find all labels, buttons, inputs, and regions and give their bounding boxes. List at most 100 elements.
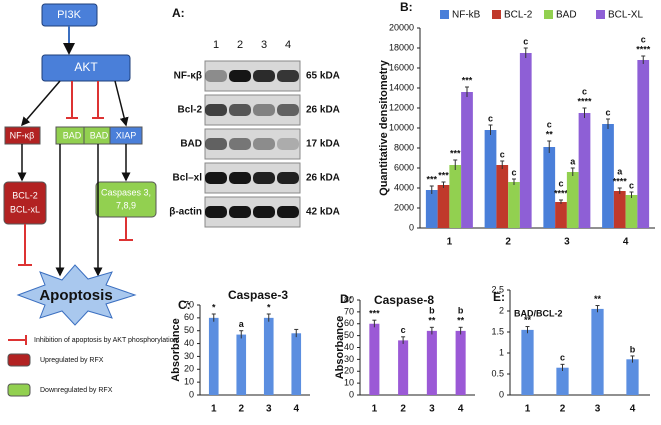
x-tick-label: 3 <box>266 404 272 415</box>
significance-marker: b <box>630 344 636 354</box>
significance-marker: *** <box>369 309 380 319</box>
legend-swatch <box>596 10 605 19</box>
y-tick-label: 2.5 <box>491 284 504 294</box>
x-tick-label: 2 <box>560 404 566 415</box>
y-tick-label: 14000 <box>389 82 414 92</box>
y-tick-label: 40 <box>184 338 194 348</box>
y-tick-label: 18000 <box>389 42 414 52</box>
y-tick-label: 8000 <box>394 142 414 152</box>
blot-band <box>229 172 251 184</box>
y-tick-label: 60 <box>184 312 194 322</box>
legend-label: Inhibition of apoptosis by AKT phosphory… <box>34 337 178 344</box>
x-tick-label: 4 <box>458 404 464 415</box>
significance-marker: c <box>560 353 565 363</box>
significance-marker: **** <box>613 176 628 186</box>
legend-label: BCL-XL <box>608 10 643 21</box>
apoptosis-star <box>16 264 137 326</box>
bar <box>437 185 450 228</box>
node-label: BCL-2 <box>12 190 38 200</box>
significance-marker: **** <box>636 44 651 54</box>
x-tick-label: 1 <box>372 404 378 415</box>
lane-label: 4 <box>285 39 291 51</box>
node-label: Caspases 3, <box>101 187 151 197</box>
y-tick-label: 0 <box>349 389 354 399</box>
x-tick-label: 1 <box>525 404 531 415</box>
chart-title: Caspase-3 <box>228 288 288 302</box>
y-tick-label: 2000 <box>394 202 414 212</box>
bar <box>461 92 473 228</box>
blot-band <box>229 104 251 116</box>
x-tick-label: 4 <box>293 404 299 415</box>
bar <box>263 317 274 395</box>
node-label: Apoptosis <box>39 287 112 304</box>
node-label: XIAP <box>116 130 137 140</box>
y-tick-label: 12000 <box>389 102 414 112</box>
y-tick-label: 20 <box>184 364 194 374</box>
arrow <box>114 80 129 127</box>
x-tick-label: 3 <box>595 404 601 415</box>
bar <box>208 317 219 395</box>
significance-marker: ** <box>428 316 436 326</box>
y-tick-label: 80 <box>344 294 354 304</box>
bar <box>578 113 591 228</box>
x-tick-label: 3 <box>564 237 570 248</box>
significance-marker: a <box>617 166 623 176</box>
blot-row-label: NF-κβ <box>174 71 202 82</box>
bar <box>637 60 650 228</box>
bar <box>521 329 534 395</box>
significance-marker: * <box>212 302 216 312</box>
bar <box>543 147 556 228</box>
node-label: BCL-xL <box>10 204 40 214</box>
y-axis-label: Absorbance <box>170 318 182 382</box>
significance-marker: b <box>429 306 435 316</box>
significance-marker: ** <box>457 316 465 326</box>
significance-marker: ** <box>524 315 532 325</box>
blot-band <box>229 70 251 82</box>
bar <box>449 165 462 228</box>
legend-swatch <box>544 10 553 19</box>
panel-label: E: <box>493 290 505 304</box>
bar <box>369 323 380 395</box>
significance-marker: *** <box>426 174 437 184</box>
bar <box>425 190 438 228</box>
legend-label: BCL-2 <box>504 10 533 21</box>
pathway-diagram: PI3K AKT NF-κβ BAD BAD XIAP BCL-2 BCL-xL… <box>3 3 178 397</box>
node-box <box>41 54 131 82</box>
bar <box>625 195 638 228</box>
x-tick-label: 4 <box>623 237 629 248</box>
blot-row-label: Bcl–xl <box>173 173 203 184</box>
y-tick-label: 10000 <box>389 122 414 132</box>
y-tick-label: 4000 <box>394 182 414 192</box>
y-tick-label: 40 <box>344 342 354 352</box>
blot-band <box>205 206 227 218</box>
significance-marker: ** <box>546 129 554 139</box>
bar <box>626 359 639 395</box>
y-tick-label: 50 <box>344 330 354 340</box>
significance-marker: b <box>458 306 464 316</box>
y-tick-label: 0 <box>409 222 414 232</box>
y-tick-label: 1.5 <box>491 326 504 336</box>
y-tick-label: 0 <box>189 389 194 399</box>
legend-swatch <box>7 353 31 367</box>
y-axis-label: Quantitative densitometry <box>378 59 390 196</box>
significance-marker: *** <box>450 148 461 158</box>
y-tick-label: 20000 <box>389 22 414 32</box>
blot-size-label: 65 kDA <box>306 71 340 82</box>
chart-title: BAD/BCL-2 <box>514 308 563 318</box>
x-tick-label: 1 <box>211 404 217 415</box>
blot-band <box>277 70 299 82</box>
legend-swatch <box>7 383 31 397</box>
bar <box>484 130 497 228</box>
arrow <box>21 80 61 127</box>
significance-marker: c <box>641 34 646 44</box>
legend-label: Downregulated by RFX <box>40 387 113 394</box>
blot-size-label: 26 kDA <box>306 105 340 116</box>
bar <box>556 367 569 395</box>
significance-marker: c <box>629 180 634 190</box>
lane-label: 3 <box>261 39 267 51</box>
significance-marker: c <box>500 149 505 159</box>
node-label: BAD <box>90 130 109 140</box>
legend-label: NF-kB <box>452 10 481 21</box>
significance-marker: * <box>267 302 271 312</box>
